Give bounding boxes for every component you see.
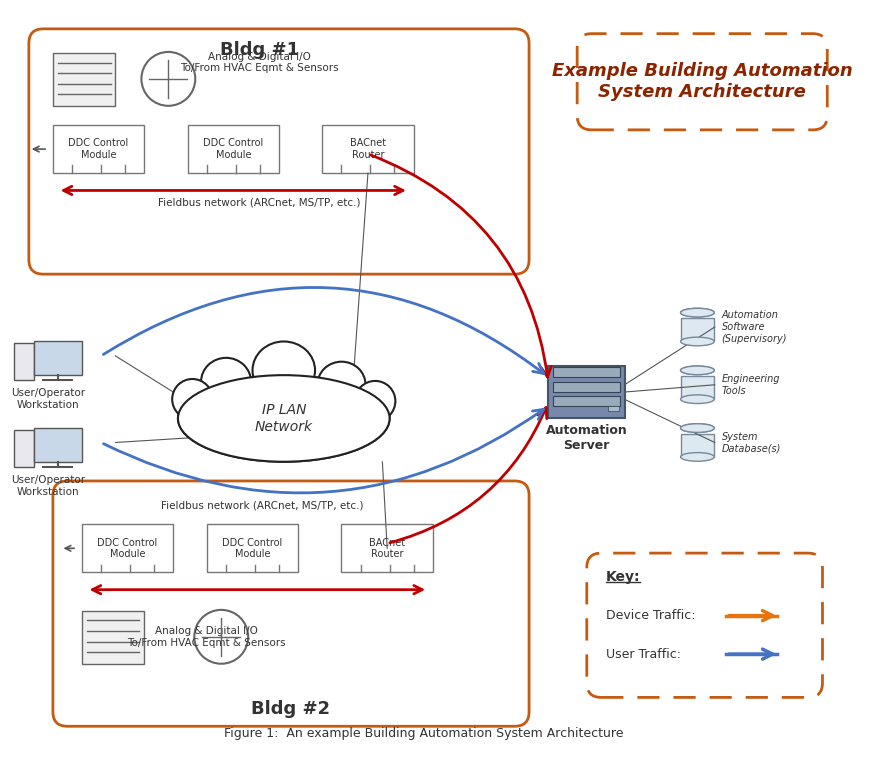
- Text: Device Traffic:: Device Traffic:: [605, 609, 694, 622]
- Text: System
Database(s): System Database(s): [721, 432, 780, 453]
- Bar: [608, 406, 619, 411]
- Text: Figure 1:  An example Building Automation System Architecture: Figure 1: An example Building Automation…: [223, 728, 623, 741]
- Text: User Traffic:: User Traffic:: [605, 647, 680, 661]
- Bar: [53, 125, 144, 173]
- Text: Fieldbus network (ARCnet, MS/TP, etc.): Fieldbus network (ARCnet, MS/TP, etc.): [158, 197, 361, 207]
- Bar: [82, 525, 173, 572]
- Ellipse shape: [177, 375, 389, 462]
- Ellipse shape: [172, 379, 212, 419]
- Bar: [552, 396, 620, 406]
- Text: User/Operator
Workstation: User/Operator Workstation: [11, 475, 85, 496]
- Ellipse shape: [355, 381, 395, 421]
- Ellipse shape: [680, 453, 714, 462]
- Text: Analog & Digital I/O
To/From HVAC Eqmt & Sensors: Analog & Digital I/O To/From HVAC Eqmt &…: [180, 52, 339, 74]
- Ellipse shape: [680, 424, 714, 432]
- Bar: [33, 342, 82, 375]
- Ellipse shape: [680, 366, 714, 374]
- Text: Key:: Key:: [605, 570, 640, 584]
- Text: User/Operator
Workstation: User/Operator Workstation: [11, 388, 85, 410]
- Bar: [322, 125, 414, 173]
- Text: Bldg #1: Bldg #1: [220, 41, 299, 59]
- Text: BACnet
Router: BACnet Router: [349, 138, 385, 160]
- Text: DDC Control
Module: DDC Control Module: [222, 537, 283, 559]
- Bar: [206, 525, 298, 572]
- FancyBboxPatch shape: [29, 29, 529, 274]
- Bar: [82, 611, 144, 664]
- Text: Fieldbus network (ARCnet, MS/TP, etc.): Fieldbus network (ARCnet, MS/TP, etc.): [161, 500, 363, 510]
- Text: Automation
Software
(Supervisory): Automation Software (Supervisory): [721, 311, 786, 343]
- Ellipse shape: [317, 362, 365, 408]
- Ellipse shape: [680, 366, 714, 374]
- Text: IP LAN
Network: IP LAN Network: [255, 403, 313, 434]
- Text: Analog & Digital I/O
To/From HVAC Eqmt & Sensors: Analog & Digital I/O To/From HVAC Eqmt &…: [127, 626, 286, 648]
- Text: DDC Control
Module: DDC Control Module: [68, 138, 128, 160]
- Text: Engineering
Tools: Engineering Tools: [721, 374, 779, 396]
- Circle shape: [141, 52, 195, 106]
- Bar: [552, 382, 620, 391]
- Text: Automation
Server: Automation Server: [545, 424, 627, 452]
- Bar: [680, 376, 714, 399]
- Text: BACnet
Router: BACnet Router: [369, 537, 405, 559]
- Ellipse shape: [680, 395, 714, 403]
- Circle shape: [194, 610, 248, 664]
- Bar: [33, 428, 82, 462]
- Ellipse shape: [177, 375, 389, 462]
- Text: Example Building Automation
System Architecture: Example Building Automation System Archi…: [551, 62, 852, 101]
- Bar: [14, 343, 33, 380]
- Bar: [548, 365, 624, 418]
- Bar: [680, 434, 714, 457]
- Ellipse shape: [680, 337, 714, 346]
- Bar: [187, 125, 278, 173]
- Text: DDC Control
Module: DDC Control Module: [97, 537, 157, 559]
- Text: DDC Control
Module: DDC Control Module: [203, 138, 263, 160]
- Bar: [14, 430, 33, 466]
- Text: Bldg #2: Bldg #2: [251, 700, 330, 718]
- Bar: [53, 53, 115, 106]
- Ellipse shape: [201, 358, 251, 406]
- Bar: [342, 525, 432, 572]
- FancyBboxPatch shape: [53, 481, 529, 726]
- Ellipse shape: [680, 424, 714, 432]
- Bar: [552, 368, 620, 377]
- Ellipse shape: [680, 309, 714, 317]
- Ellipse shape: [680, 309, 714, 317]
- Ellipse shape: [252, 342, 314, 399]
- Bar: [680, 318, 714, 342]
